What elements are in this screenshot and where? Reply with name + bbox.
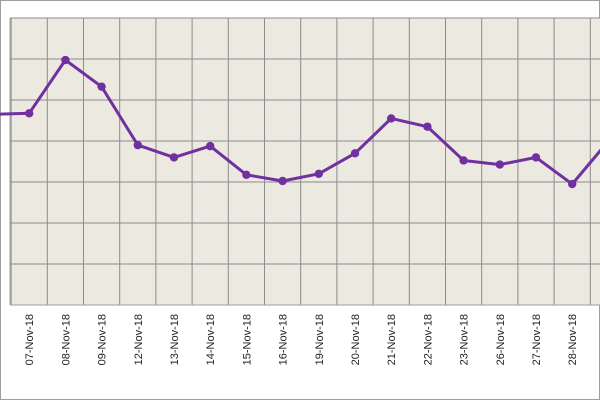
data-point [169,153,179,162]
data-point [97,82,106,91]
x-tick-label: 14-Nov-18 [205,314,217,365]
data-point [495,160,504,169]
x-tick-label: 08-Nov-18 [60,314,72,365]
data-point [133,140,142,150]
x-tick-label: 20-Nov-18 [350,314,362,365]
x-tick-label: 16-Nov-18 [278,314,290,365]
data-point [387,114,396,123]
series-group [0,55,600,189]
x-tick-label: 23-Nov-18 [459,314,471,365]
data-point [423,122,432,131]
data-point [314,169,323,178]
x-tick-label: 28-Nov-18 [567,314,579,365]
data-point [459,156,468,165]
data-point [206,141,215,151]
data-point [61,55,70,65]
data-point [350,149,360,158]
x-tick-label: 26-Nov-18 [495,314,507,365]
data-point [242,170,251,180]
x-tick-label: 12-Nov-18 [133,314,145,365]
x-tick-label: 13-Nov-18 [169,314,181,365]
x-tick-label: 09-Nov-18 [97,314,109,365]
data-point [531,153,541,162]
x-tick-label: 27-Nov-18 [531,314,543,365]
x-tick-label: 21-Nov-18 [386,314,398,365]
x-tick-label: 15-Nov-18 [241,314,253,365]
x-tick-label: 19-Nov-18 [314,314,326,365]
x-tick-label: 07-Nov-18 [24,314,36,365]
data-point [568,179,577,189]
x-axis: 07-Nov-18 08-Nov-18 09-Nov-18 12-Nov-18 13-N… [24,314,579,365]
data-point [25,109,34,118]
series-line [0,58,600,186]
x-tick-label: 22-Nov-18 [422,314,434,365]
data-point [278,176,287,186]
